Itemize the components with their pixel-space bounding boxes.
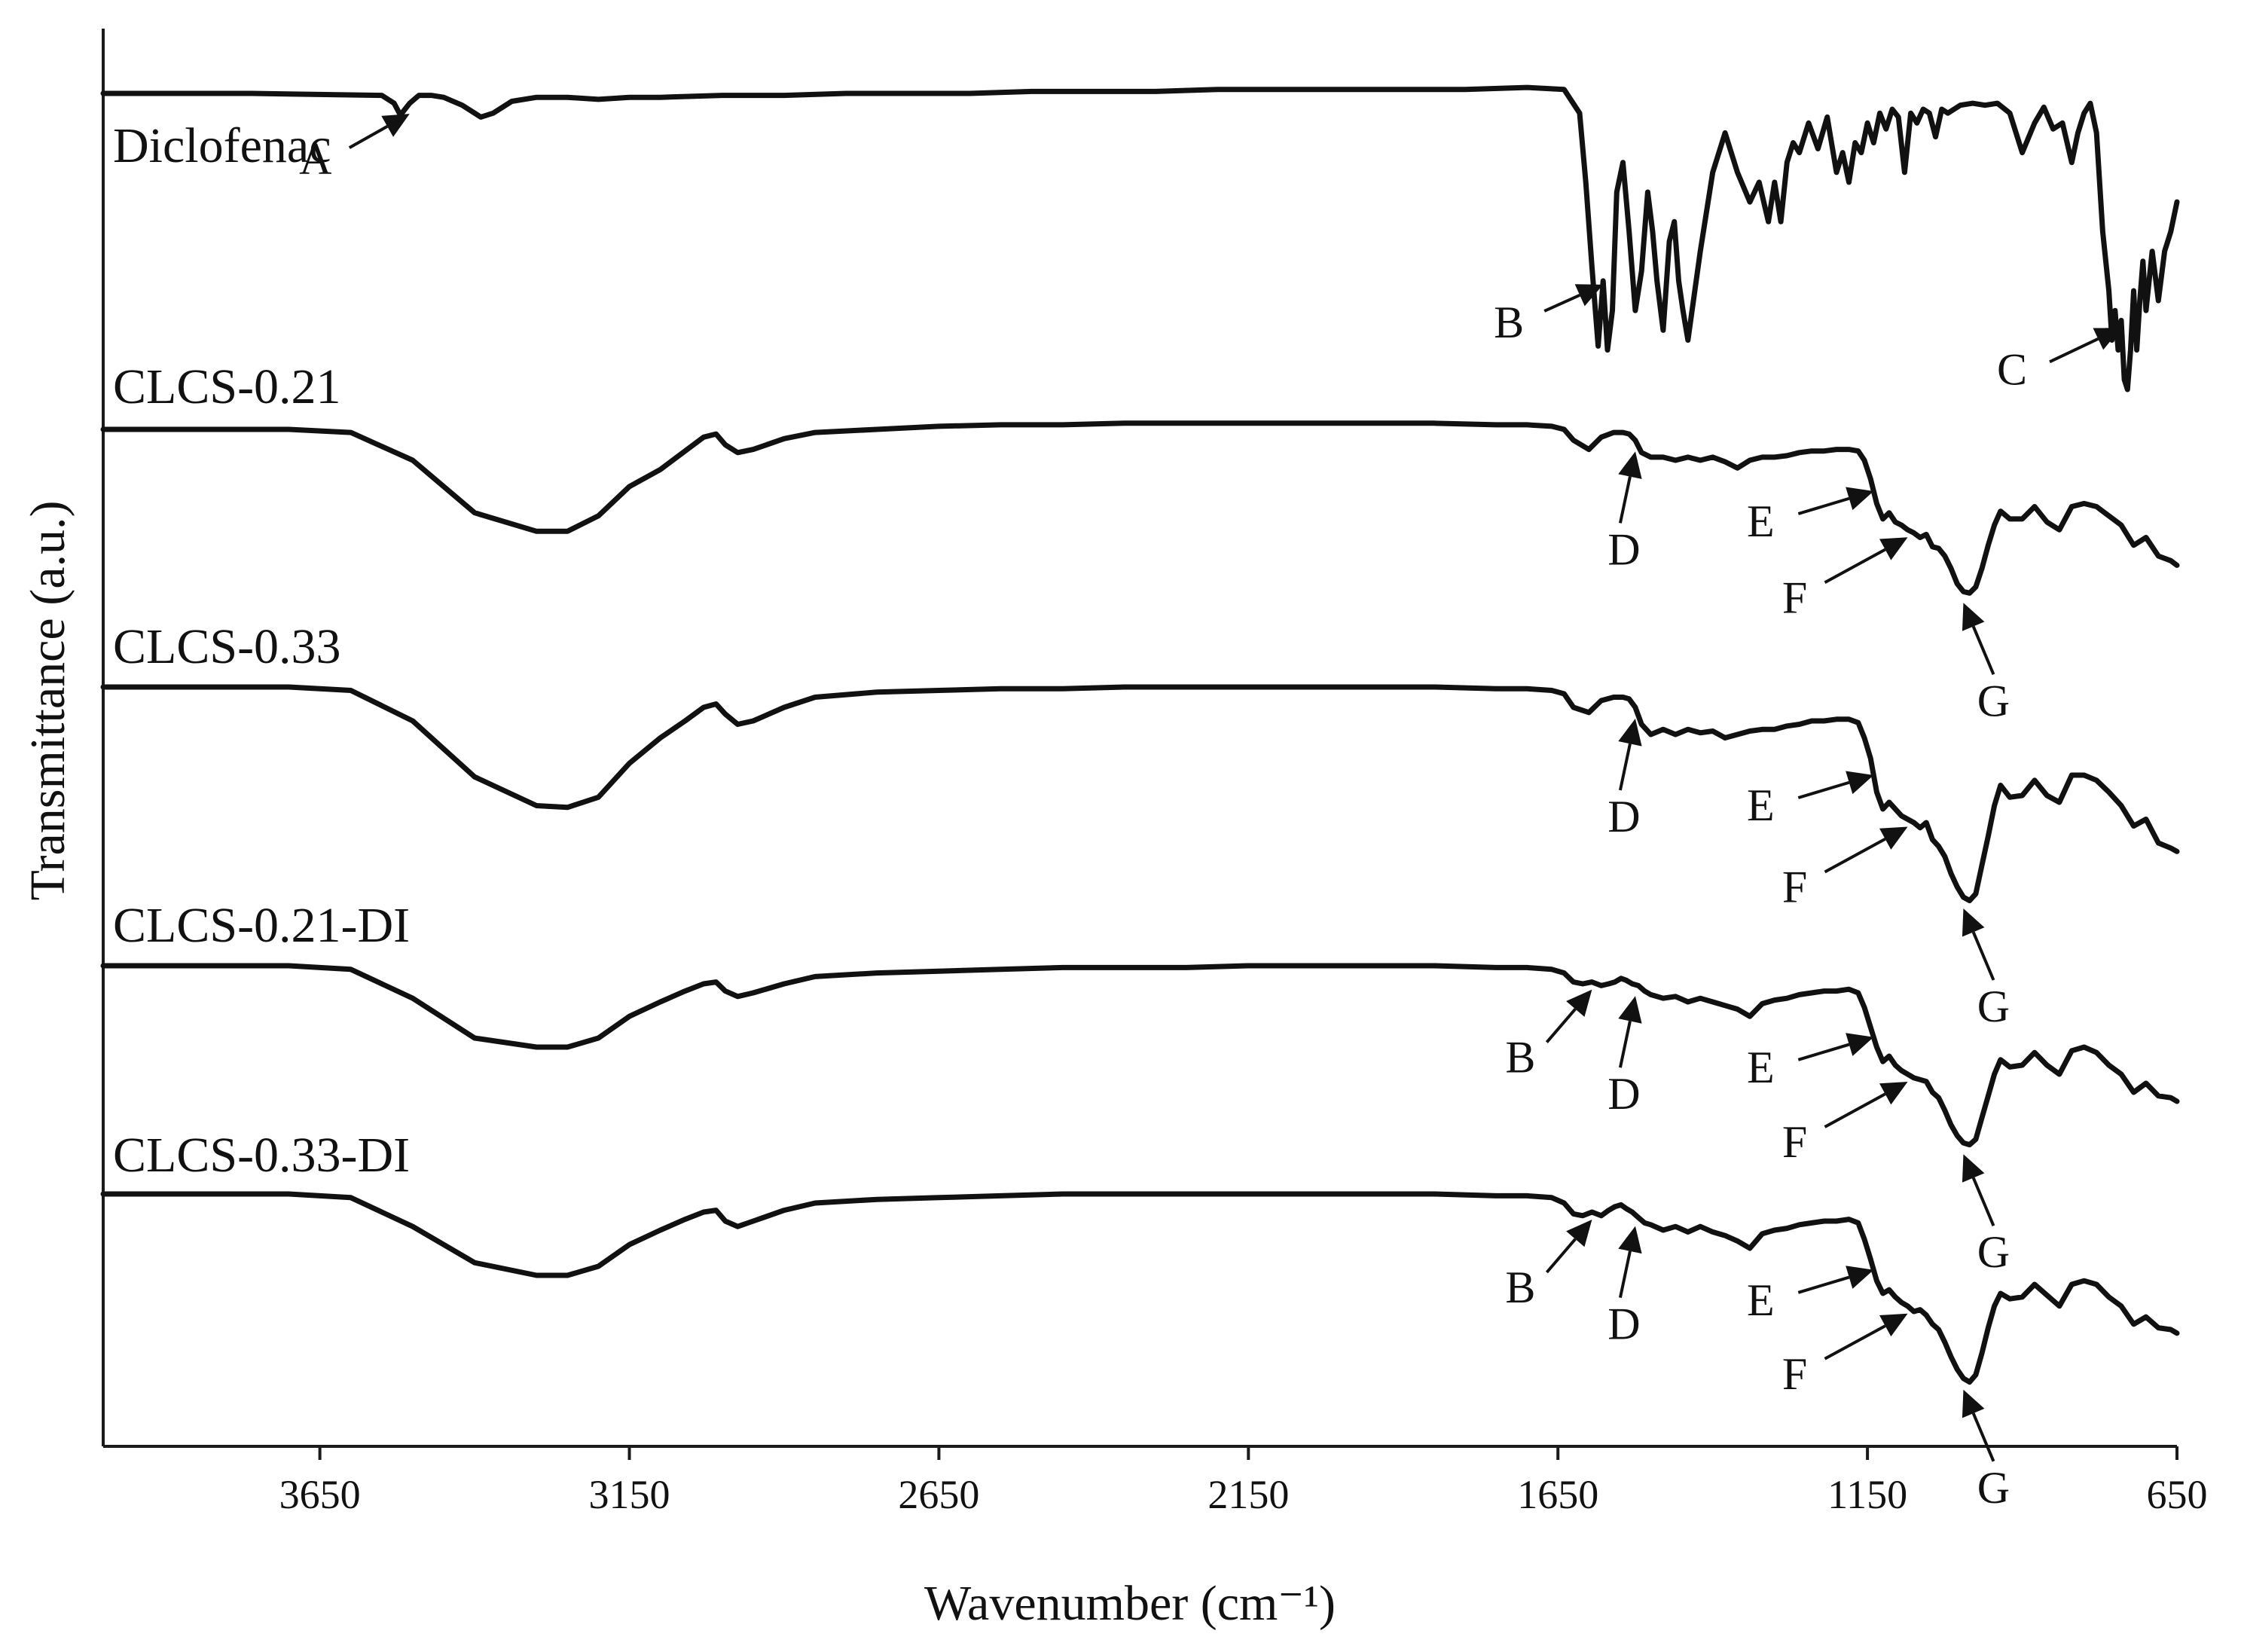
annotation-arrowhead [1846,487,1874,511]
peak-label-d: D [1607,1299,1640,1349]
peak-label-e: E [1747,780,1775,830]
annotation-arrow-line [1797,1275,1850,1294]
annotation-arrow-line [1543,293,1580,313]
axes [102,29,2177,1448]
annotation-arrowhead [1618,1226,1642,1254]
annotation-arrow-line [1797,1043,1850,1061]
series-label: CLCS-0.33-DI [113,1128,410,1183]
annotation-arrow-line [1618,1021,1632,1068]
x-tick-label: 650 [2147,1472,2208,1517]
series-label: CLCS-0.33 [113,619,341,674]
annotation-arrow-line [1618,743,1632,791]
annotation-arrowhead [1879,1082,1908,1105]
annotation-arrowhead [1962,908,1985,937]
x-ticks: 3650 3150 2650 2150 1650 1150 650 [279,1446,2208,1517]
series-labels: Diclofenac CLCS-0.21 CLCS-0.33 CLCS-0.21-DI… [113,118,410,1183]
x-tick-label: 2150 [1208,1472,1289,1517]
x-tick-label: 2650 [898,1472,979,1517]
x-tick-label: 3150 [589,1472,670,1517]
traces [100,84,2180,1385]
annotation-arrowhead [1618,451,1642,479]
annotation-arrow-line [1797,780,1850,799]
peak-label-e: E [1747,1043,1775,1092]
annotation-arrowhead [1618,996,1642,1024]
trace-clcs-0-33 [100,684,2180,903]
annotation-arrowhead [1846,771,1874,795]
peak-label-f: F [1782,1349,1807,1399]
annotation-arrow-line [1824,1324,1886,1360]
peak-label-g: G [1977,1463,2010,1513]
annotation-arrow-line [1971,1177,1995,1226]
peak-label-f: F [1782,1117,1807,1167]
series-label: CLCS-0.21-DI [113,898,410,953]
x-tick-label: 1150 [1827,1472,1907,1517]
x-tick-label: 1650 [1517,1472,1598,1517]
annotation-arrow-line [1618,1250,1632,1299]
annotation-arrowhead [1574,284,1604,307]
peak-label-f: F [1782,573,1807,622]
annotation-arrowhead [1846,1033,1874,1056]
annotation-arrow-line [2049,337,2099,364]
annotation-arrowhead [1879,1313,1908,1337]
annotation-arrowhead [1879,826,1908,850]
annotation-arrow-line [1618,476,1632,524]
annotation-arrow-line [1797,496,1850,515]
peak-label-g: G [1977,676,2010,725]
series-label: CLCS-0.21 [113,359,341,414]
peak-label-e: E [1747,496,1775,546]
annotation-arrow-line [1824,838,1886,874]
annotation-arrow-line [1545,1008,1577,1043]
y-axis-title: Transmittance (a.u.) [20,501,75,901]
trace-clcs-0-21 [100,420,2180,596]
annotation-arrow-line [1971,625,1995,676]
peak-label-e: E [1747,1275,1775,1325]
annotation-arrow-line [1545,1238,1577,1274]
annotation-arrowhead [1566,989,1592,1017]
annotation-arrow-line [1971,1412,1995,1462]
annotation-arrowhead [1962,603,1985,631]
trace-diclofenac [100,84,2180,392]
peak-label-g: G [1977,982,2010,1031]
series-label: Diclofenac [113,118,331,173]
annotation-arrow-line [348,125,389,149]
annotation-arrow-line [1971,931,1995,981]
peak-label-d: D [1607,524,1640,574]
peak-label-c: C [1997,344,2027,394]
peak-label-a: A [299,134,331,184]
annotation-arrowhead [1566,1220,1592,1247]
peak-label-g: G [1977,1227,2010,1277]
annotation-arrowhead [1879,537,1908,560]
peak-label-f: F [1782,863,1807,912]
x-axis-title: Wavenumber (cm⁻¹) [924,1576,1336,1631]
peak-label-b: B [1505,1033,1535,1083]
peak-label-d: D [1607,792,1640,841]
annotation-arrow-line [1824,1092,1886,1128]
annotation-arrow-line [1824,548,1886,585]
annotation-arrowhead [1962,1389,1985,1418]
peak-label-d: D [1607,1069,1640,1119]
annotation-arrowhead [2093,328,2122,350]
annotation-arrowhead [1618,719,1642,747]
annotation-arrowhead [1846,1266,1874,1289]
trace-clcs-0-21-di [100,963,2180,1148]
annotation-arrowhead [381,114,410,137]
x-tick-label: 3650 [279,1472,361,1517]
trace-clcs-0-33-di [100,1191,2180,1385]
annotation-arrowhead [1962,1154,1985,1183]
peak-label-b: B [1494,298,1524,347]
peak-label-b: B [1505,1263,1535,1312]
